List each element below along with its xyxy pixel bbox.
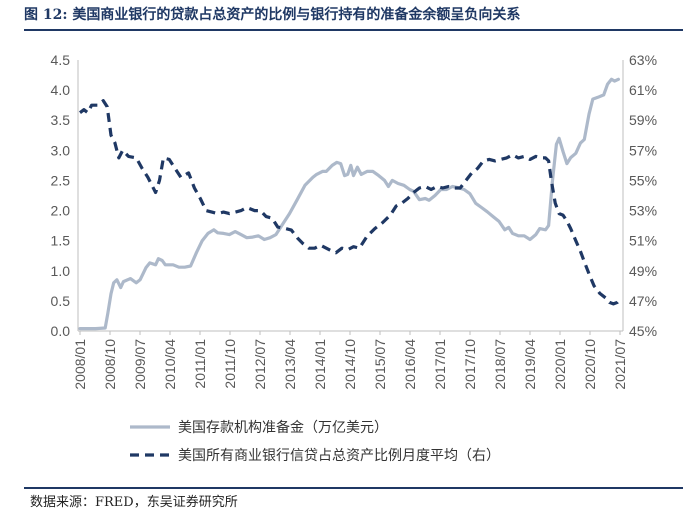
left-tick-label: 3.5 <box>51 112 71 128</box>
x-tick-label: 2019/04 <box>522 339 538 390</box>
x-tick-label: 2018/07 <box>492 339 508 390</box>
left-tick-label: 4.0 <box>51 82 71 98</box>
x-tick-label: 2008/01 <box>72 339 88 390</box>
left-tick-label: 3.0 <box>51 142 71 158</box>
right-tick-label: 57% <box>629 142 657 158</box>
series-line-loan-ratio <box>79 99 622 306</box>
x-tick-label: 2011/01 <box>192 339 208 389</box>
x-tick-label: 2021/07 <box>612 339 628 390</box>
right-tick-label: 61% <box>629 82 657 98</box>
left-tick-label: 4.5 <box>51 52 71 68</box>
legend-label-reserves: 美国存款机构准备金（万亿美元） <box>178 419 388 436</box>
axes: 0.0 0.5 1.0 1.5 2.0 2.5 3.0 3.5 4.0 4.5 45% 47% 49% 5… <box>51 52 658 390</box>
right-tick-label: 51% <box>629 233 657 249</box>
right-tick-label: 59% <box>629 112 657 128</box>
x-tick-label: 2016/04 <box>402 339 418 390</box>
x-tick-label: 2017/10 <box>462 339 478 390</box>
left-tick-label: 1.5 <box>51 233 71 249</box>
right-tick-label: 47% <box>629 293 657 309</box>
right-tick-label: 63% <box>629 52 657 68</box>
bottom-rule <box>24 487 683 489</box>
right-tick-label: 53% <box>629 203 657 219</box>
left-tick-label: 2.5 <box>51 172 71 188</box>
left-tick-label: 1.0 <box>51 263 71 279</box>
legend: 美国存款机构准备金（万亿美元） 美国所有商业银行信贷占总资产比例月度平均（右） <box>130 419 500 464</box>
x-tick-label: 2013/04 <box>282 339 298 390</box>
series-layer <box>78 77 622 331</box>
series-line-reserves <box>78 77 620 331</box>
x-tick-label: 2009/07 <box>132 339 148 390</box>
left-tick-label: 0.0 <box>51 323 71 339</box>
left-tick-label: 0.5 <box>51 293 71 309</box>
x-tick-label: 2010/04 <box>162 339 178 390</box>
source-note: 数据来源：FRED，东吴证券研究所 <box>30 495 238 510</box>
x-tick-label: 2008/10 <box>102 339 118 390</box>
x-tick-label: 2020/10 <box>582 339 598 390</box>
x-tick-label: 2012/07 <box>252 339 268 390</box>
x-tick-label: 2015/07 <box>372 339 388 390</box>
x-tick-label: 2017/01 <box>432 339 448 390</box>
right-tick-label: 45% <box>629 323 657 339</box>
title-rule <box>24 29 683 31</box>
x-tick-label: 2014/10 <box>342 339 358 390</box>
legend-label-loan-ratio: 美国所有商业银行信贷占总资产比例月度平均（右） <box>178 448 500 464</box>
x-tick-label: 2014/01 <box>312 339 328 390</box>
x-tick-label: 2011/10 <box>222 339 238 389</box>
left-tick-label: 2.0 <box>51 203 71 219</box>
right-tick-label: 55% <box>629 172 657 188</box>
right-tick-label: 49% <box>629 263 657 279</box>
x-tick-label: 2020/01 <box>552 339 568 390</box>
figure-title: 图 12: 美国商业银行的贷款占总资产的比例与银行持有的准备金余额呈负向关系 <box>24 7 521 23</box>
